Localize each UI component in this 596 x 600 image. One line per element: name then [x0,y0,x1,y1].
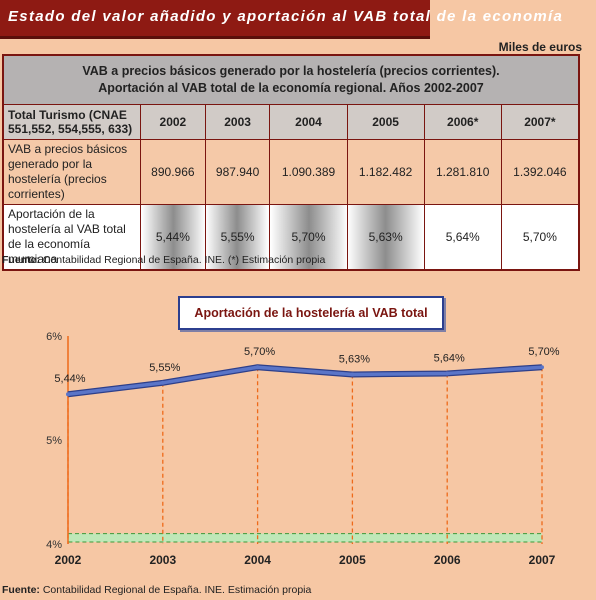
data-point [66,392,70,397]
line-chart: 4% 5% 6% 5,44% 5,55% 5,70% 5,63% 5,64% 5,70% 2002… [46,331,560,567]
year-header: 2002 [140,104,206,140]
vab-value: 890.966 [140,139,206,205]
table-row-vab: VAB a precios básicos generado por la ho… [2,139,580,205]
vab-value: 1.090.389 [269,139,348,205]
year-header: 2007* [500,104,580,140]
data-point [255,365,260,370]
year-header: 2005 [346,104,425,140]
data-label: 5,70% [528,346,559,358]
year-header: 2004 [269,104,348,140]
y-tick-label: 5% [46,435,62,447]
x-tick-label: 2006 [434,553,461,567]
y-tick-label: 4% [46,539,62,551]
data-point [445,371,450,376]
table-caption-line-1: VAB a precios básicos generado por la ho… [82,64,500,78]
data-label: 5,70% [244,346,275,358]
source-text: Contabilidad Regional de España. INE. Es… [39,584,312,596]
data-label: 5,55% [149,362,180,374]
vab-value: 1.182.482 [346,139,425,205]
vab-value: 987.940 [204,139,271,205]
source-label: Fuente: [2,584,40,596]
data-point [540,365,544,370]
data-point [350,372,355,377]
table-caption-line-2: Aportación al VAB total de la economía r… [98,81,484,95]
data-table: VAB a precios básicos generado por la ho… [2,54,580,271]
x-tick-label: 2004 [244,553,271,567]
y-tick-label: 6% [46,331,62,343]
source-note-table: Fuente: Contabilidad Regional de España.… [2,254,325,266]
year-header: 2003 [204,104,271,140]
section-title: Estado del valor añadido y aportación al… [8,8,564,25]
x-tick-label: 2005 [339,553,366,567]
vab-value: 1.281.810 [423,139,502,205]
source-label: Fuente: [2,254,40,266]
data-label: 5,64% [434,352,465,364]
table-header-row: Total Turismo (CNAE 551,552, 554,555, 63… [2,104,580,140]
units-label: Miles de euros [498,40,582,54]
data-point [160,380,165,385]
data-label: 5,63% [339,353,370,365]
aportacion-value: 5,70% [500,204,580,271]
vab-label: VAB a precios básicos generado por la ho… [2,139,141,205]
x-tick-label: 2003 [149,553,176,567]
series-line [67,365,543,396]
chart-title: Aportación de la hostelería al VAB total [178,296,444,330]
x-tick-label: 2002 [55,553,82,567]
source-text: Contabilidad Regional de España. INE. (*… [39,254,326,266]
aportacion-value: 5,64% [423,204,502,271]
row-header-cell: Total Turismo (CNAE 551,552, 554,555, 63… [2,104,141,140]
aportacion-value: 5,55% [204,204,271,271]
table-caption: VAB a precios básicos generado por la ho… [2,54,580,105]
x-tick-label: 2007 [529,553,556,567]
table-row-aportacion: Aportación de la hostelería al VAB total… [2,204,580,271]
vab-value: 1.392.046 [500,139,580,205]
section-header: Estado del valor añadido y aportación al… [0,0,562,39]
aportacion-label: Aportación de la hostelería al VAB total… [2,204,141,271]
year-header: 2006* [423,104,502,140]
baseline-band [67,533,543,543]
aportacion-value: 5,63% [346,204,425,271]
data-label: 5,44% [54,373,85,385]
source-note-chart: Fuente: Contabilidad Regional de España.… [2,584,311,596]
aportacion-value: 5,70% [269,204,348,271]
